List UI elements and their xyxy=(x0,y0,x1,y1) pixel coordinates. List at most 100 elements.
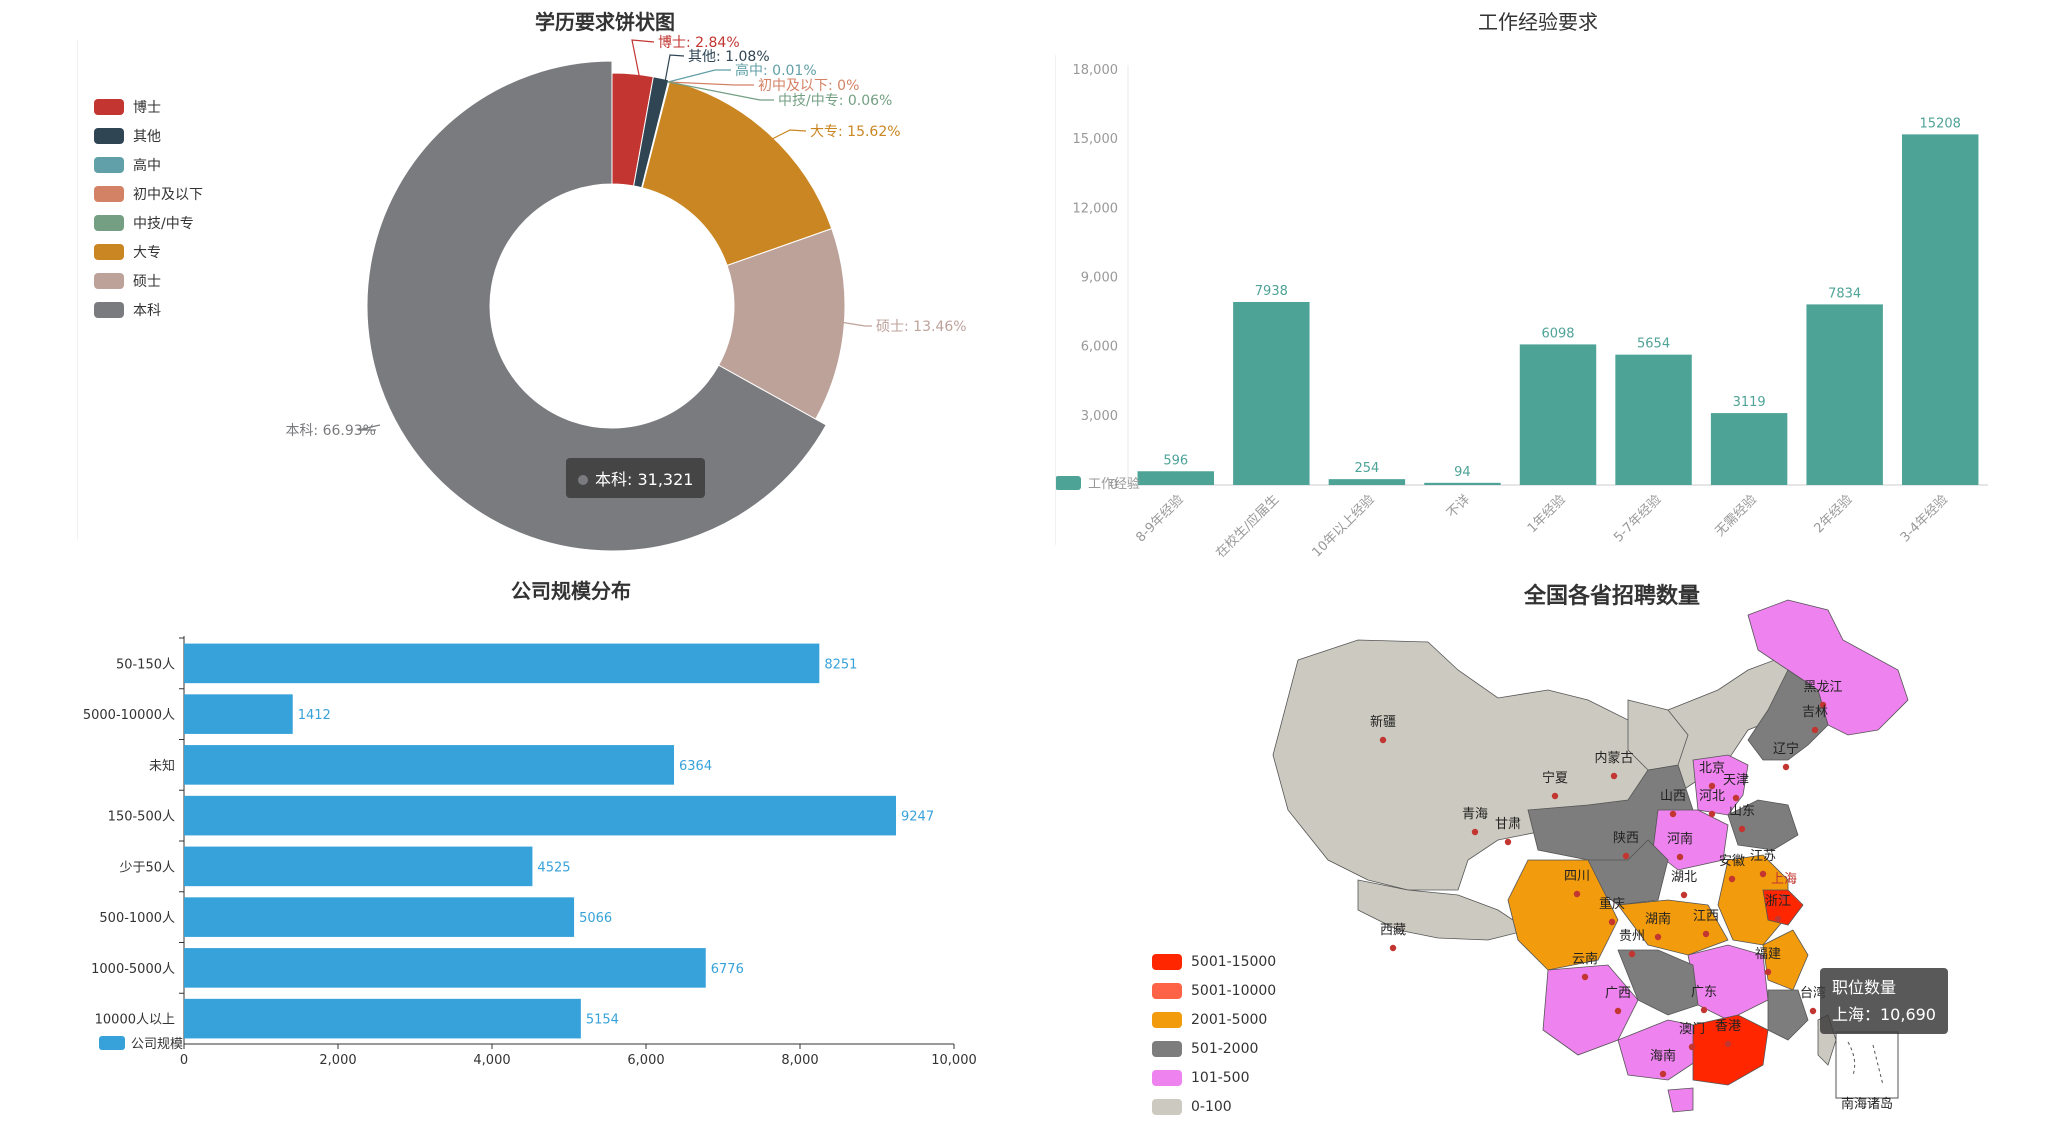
pie-slice-label: 初中及以下: 0% xyxy=(758,77,859,94)
map-province-dot xyxy=(1774,915,1782,923)
hbar-title: 公司规模分布 xyxy=(511,579,631,603)
map-province-label: 新疆 xyxy=(1370,714,1396,730)
map-province-label: 河北 xyxy=(1699,789,1725,804)
map-province-label: 福建 xyxy=(1755,947,1781,962)
pie-legend-label: 博士 xyxy=(133,99,161,116)
bar-value-label: 596 xyxy=(1163,453,1188,468)
pie-legend-label: 大专 xyxy=(133,244,161,261)
map-legend-item[interactable]: 101-500 xyxy=(1152,1063,1276,1092)
tooltip-dot xyxy=(578,475,588,485)
hbar-category-label: 500-1000人 xyxy=(99,911,175,926)
hbar-x-tick-label: 10,000 xyxy=(931,1053,977,1068)
hbar-x-tick-label: 8,000 xyxy=(781,1053,818,1068)
pie-legend-label: 中技/中专 xyxy=(133,215,194,232)
map-province-label: 澳门 xyxy=(1679,1021,1705,1037)
map-province-dot xyxy=(1680,891,1688,899)
map-province-label: 西藏 xyxy=(1380,923,1406,938)
map-province-label: 贵州 xyxy=(1619,929,1645,944)
hbar-value-label: 4525 xyxy=(537,860,570,875)
map-province-label: 辽宁 xyxy=(1773,741,1799,757)
map-legend-label: 0-100 xyxy=(1191,1098,1232,1115)
pie-legend-item[interactable]: 大专 xyxy=(94,237,203,266)
map-province-dot xyxy=(1708,810,1716,818)
experience-bar-panel: 工作经验要求 0 3,000 6,000 9,000 12,000 15,000 18,00… xyxy=(1028,0,2056,560)
map-province-dot xyxy=(1732,794,1740,802)
pie-legend-swatch xyxy=(94,156,124,173)
hbar-value-label: 6364 xyxy=(679,759,712,774)
map-province-label: 陕西 xyxy=(1613,831,1639,846)
pie-legend-item[interactable]: 初中及以下 xyxy=(94,179,203,208)
pie-legend-item[interactable]: 博士 xyxy=(94,92,203,121)
experience-bar-chart: 0 3,000 6,000 9,000 12,000 15,000 18,000 596 8-9… xyxy=(1055,63,1988,560)
bar-y-tick-label: 6,000 xyxy=(1081,340,1118,355)
pie-legend-swatch xyxy=(94,185,124,202)
pie-chart: 博士: 2.84%其他: 1.08%高中: 0.01%初中及以下: 0%中技/中… xyxy=(285,34,967,552)
map-province-dot xyxy=(1676,853,1684,861)
map-legend-item[interactable]: 2001-5000 xyxy=(1152,1005,1276,1034)
map-legend-label: 5001-10000 xyxy=(1191,982,1277,999)
pie-slice-label: 中技/中专: 0.06% xyxy=(778,93,892,109)
hbar-x-tick-label: 6,000 xyxy=(627,1053,664,1068)
pie-legend-item[interactable]: 高中 xyxy=(94,150,203,179)
bar-x-tick-label: 8-9年经验 xyxy=(1133,492,1187,546)
bar-x-tick-label: 无需经验 xyxy=(1712,492,1760,540)
hbar-x-tick-label: 0 xyxy=(180,1053,188,1068)
map-province-dot xyxy=(1811,726,1819,734)
map-region-fujian xyxy=(1767,989,1809,1041)
pie-legend-swatch xyxy=(94,127,124,144)
bar-value-label: 254 xyxy=(1354,461,1379,476)
map-nanhai-inset xyxy=(1835,1031,1899,1099)
pie-legend-item[interactable]: 硕士 xyxy=(94,266,203,295)
map-province-label: 海南 xyxy=(1650,1048,1676,1064)
pie-legend-label: 硕士 xyxy=(133,273,161,290)
hbar-category-label: 50-150人 xyxy=(116,657,175,672)
map-province-dot xyxy=(1551,792,1559,800)
bar-value-label: 3119 xyxy=(1733,395,1766,410)
hbar-value-label: 1412 xyxy=(298,708,331,723)
map-province-label: 天津 xyxy=(1723,773,1749,788)
bar-x-tick-label: 1年经验 xyxy=(1524,492,1569,537)
bar-x-tick-label: 5-7年经验 xyxy=(1610,492,1664,546)
hbar-legend-swatch xyxy=(99,1036,125,1050)
bar-y-tick-label: 15,000 xyxy=(1073,132,1119,147)
map-region-hainan xyxy=(1667,1087,1694,1113)
pie-leader-line xyxy=(839,321,872,327)
experience-bar xyxy=(1806,304,1883,485)
map-province-label: 安徽 xyxy=(1719,854,1745,869)
pie-slice-label: 大专: 15.62% xyxy=(810,124,901,140)
company-size-bar xyxy=(184,948,706,988)
map-legend-item[interactable]: 501-2000 xyxy=(1152,1034,1276,1063)
hbar-x-tick-label: 4,000 xyxy=(473,1053,510,1068)
company-size-panel: 公司规模分布 0 2,000 4,000 6,000 8,000 10,000 8251 50… xyxy=(0,560,1028,1116)
map-province-label: 云南 xyxy=(1572,951,1598,967)
experience-bar xyxy=(1519,344,1597,485)
map-legend-item[interactable]: 5001-10000 xyxy=(1152,976,1276,1005)
china-map-panel: 全国各省招聘数量 5001-15000 5001-10000 2001-5000 50… xyxy=(1028,560,2056,1116)
pie-legend-item[interactable]: 其他 xyxy=(94,121,203,150)
pie-tooltip-text: 本科: 31,321 xyxy=(595,470,694,489)
map-province-dot xyxy=(1759,870,1767,878)
hbar-category-label: 未知 xyxy=(149,758,175,774)
map-legend-item[interactable]: 5001-15000 xyxy=(1152,947,1276,976)
map-legend-item[interactable]: 0-100 xyxy=(1152,1092,1276,1121)
map-province-label: 广东 xyxy=(1691,985,1717,1000)
map-province-dot xyxy=(1610,772,1618,780)
company-size-bar xyxy=(184,846,533,887)
pie-legend-item[interactable]: 本科 xyxy=(94,295,203,324)
pie-legend-swatch xyxy=(94,301,124,318)
map-province-dot xyxy=(1669,810,1677,818)
map-province-label: 重庆 xyxy=(1599,896,1625,912)
hbar-category-label: 1000-5000人 xyxy=(91,962,175,977)
map-province-label: 江苏 xyxy=(1750,848,1776,864)
map-province-dot xyxy=(1573,890,1581,898)
bar-value-label: 7834 xyxy=(1828,286,1861,301)
map-province-label: 香港 xyxy=(1715,1019,1741,1034)
pie-leader-line xyxy=(631,39,655,81)
pie-legend-label: 本科 xyxy=(133,302,161,319)
pie-leader-line xyxy=(667,69,731,83)
hbar-category-label: 150-500人 xyxy=(108,810,175,825)
map-nanhai-islands xyxy=(1847,1041,1884,1086)
experience-bar xyxy=(1137,471,1214,485)
pie-legend-item[interactable]: 中技/中专 xyxy=(94,208,203,237)
